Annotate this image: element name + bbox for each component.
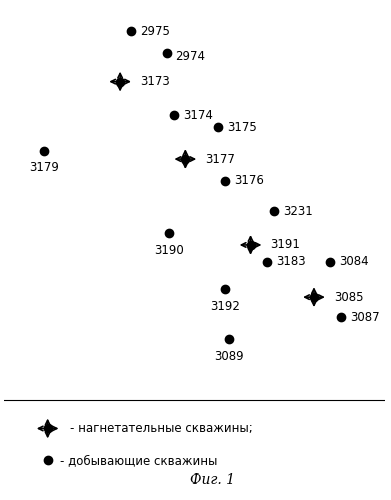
Text: 3175: 3175 bbox=[227, 120, 257, 134]
Text: 3183: 3183 bbox=[276, 256, 305, 268]
Text: 3176: 3176 bbox=[234, 174, 264, 188]
Text: 3084: 3084 bbox=[339, 256, 369, 268]
Text: 3087: 3087 bbox=[350, 311, 380, 324]
Text: 2974: 2974 bbox=[175, 50, 205, 63]
Text: 3177: 3177 bbox=[205, 152, 235, 166]
Text: 3190: 3190 bbox=[154, 244, 184, 257]
Text: - добывающие скважины: - добывающие скважины bbox=[60, 454, 218, 467]
Text: Фиг. 1: Фиг. 1 bbox=[190, 474, 235, 488]
Text: 3085: 3085 bbox=[334, 290, 363, 304]
Text: 3173: 3173 bbox=[140, 75, 170, 88]
Text: 2975: 2975 bbox=[140, 24, 170, 38]
Text: 3192: 3192 bbox=[210, 300, 240, 312]
Text: - нагнетательные скважины;: - нагнетательные скважины; bbox=[70, 422, 253, 435]
Text: 3231: 3231 bbox=[283, 205, 313, 218]
Text: 3179: 3179 bbox=[29, 162, 59, 174]
Text: 3089: 3089 bbox=[214, 350, 244, 363]
Text: 3174: 3174 bbox=[183, 109, 213, 122]
Text: 3191: 3191 bbox=[271, 238, 300, 252]
